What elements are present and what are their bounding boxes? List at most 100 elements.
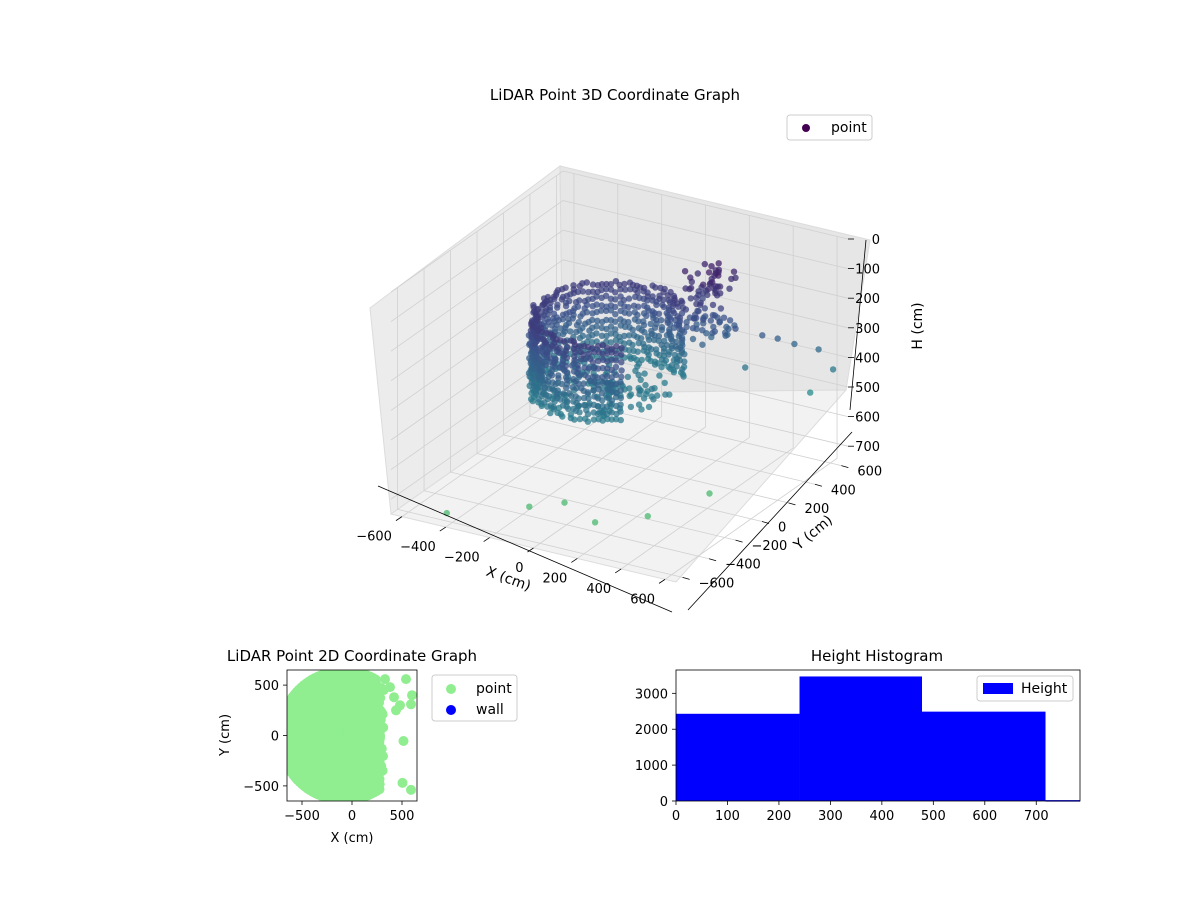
scatter-point-3d [677,344,684,351]
scatter-point-3d [526,355,533,362]
scatter-point-3d [722,329,729,336]
scatter-point-3d [576,409,583,416]
scatter-point-2d [406,784,416,795]
scatter-point-3d [599,379,607,386]
scatter-point-3d [577,313,584,320]
scatter-point-3d [668,362,676,369]
scatter-point-3d [554,390,561,397]
scatter-point-3d [603,411,611,418]
scatter-point-3d [652,284,659,291]
scatter-point-3d [681,268,689,275]
ticks-2d: −500 −500 0 0 500 500 [243,679,414,824]
scatter-point-3d [660,348,668,355]
scatter-point-3d [712,289,719,297]
legend-2d-label-wall: wall [476,702,504,718]
scatter-point-3d [547,409,554,417]
scatter-point-3d [589,281,597,288]
scatter-point-3d [565,315,572,323]
grid-line-y [476,231,763,522]
y-tick-3d [682,576,690,580]
scatter-point-3d [599,318,606,326]
scatter-point-3d [670,369,678,376]
scatter-point-3d [645,336,653,343]
legend-3d-box [786,114,873,141]
legend-2d-marker-point [446,684,456,694]
scatter-point-3d [559,413,566,420]
scatter-point-3d [551,363,558,371]
scatter-point-3d [791,340,798,348]
scatter-point-3d [647,357,654,365]
chart-histogram: Height Histogram 0 100 200 300 400 500 600 7000… [635,647,1081,824]
scatter-point-3d [573,322,581,329]
y-tick-label-hist: 2000 [635,723,668,738]
scatter-point-3d [683,323,690,331]
scatter-point-3d [621,332,628,340]
scatter-point-2d [389,692,399,703]
chart-2d-plot-area [287,670,417,801]
scatter-point-3d [709,279,716,286]
scatter-point-3d [584,418,592,425]
scatter-point-3d [534,334,541,342]
scatter-point-3d [681,358,688,365]
scatter-point-3d [594,288,601,296]
histogram-frame [675,669,1081,802]
scatter-point-3d [550,315,557,322]
grid-line-z [390,170,849,293]
scatter-point-3d [534,317,541,324]
x-tick-label-3d: 600 [630,592,655,607]
pane-floor [389,389,848,583]
scatter-point-3d [673,300,681,307]
scatter-point-3d [651,324,659,331]
scatter-point-3d [590,387,597,394]
scatter-point-3d [599,417,606,424]
grid-line-y [450,250,736,541]
scatter-point-3d [608,374,615,381]
scatter-point-3d [662,391,669,398]
scatter-point-3d [613,389,620,397]
chart-3d: LiDAR Point 3D Coordinate Graph −600 −400… [356,86,926,613]
scatter-point-3d [705,269,713,276]
scatter-point-3d [815,346,822,353]
scatter-point-3d [658,341,665,349]
scatter-point-3d [635,401,643,408]
scatter-point-3d [535,396,542,403]
scatter-point-3d [617,394,625,402]
scatter-point-3d [565,405,572,412]
z-tick-label-3d: 700 [855,440,880,455]
x-axis-label-3d: X (cm) [484,564,533,595]
scatter-point-3d [636,294,643,302]
scatter-point-3d [709,301,717,309]
y-tick-label-3d: −600 [699,576,735,591]
z-tick-label-3d: 0 [872,233,880,248]
scatter-point-3d [634,289,641,296]
scatter-point-3d [568,362,576,369]
scatter-point-3d [589,373,597,381]
z-tick-label-3d: 400 [855,351,880,366]
scatter-point-3d [627,403,635,411]
scatter-point-3d [561,338,568,345]
y-tick-label-3d: 400 [831,483,856,498]
legend-2d: point wall [431,674,518,722]
scatter-point-3d [644,513,651,520]
scatter-point-3d [531,373,538,380]
scatter-point-3d [635,360,643,367]
scatter-point-3d [584,389,591,396]
histogram-bars [676,676,1080,802]
scatter-point-3d [709,311,717,319]
x-tick-3d [527,547,534,553]
scatter-point-3d [559,330,567,338]
x-tick-label-hist: 0 [672,809,680,824]
scatter-point-3d [716,318,723,325]
y-tick-3d [788,502,796,506]
scatter-point-3d [640,321,648,329]
scatter-point-3d [584,374,591,381]
scatter-point-3d [581,305,588,312]
scatter-point-3d [682,285,689,292]
x-tick-label-hist: 600 [972,809,997,824]
scatter-point-3d [704,291,711,299]
scatter-point-3d [658,326,665,334]
scatter-point-3d [711,328,718,335]
scatter-point-3d [552,380,560,388]
scatter-point-3d [595,357,602,365]
scatter-point-3d [656,295,663,302]
